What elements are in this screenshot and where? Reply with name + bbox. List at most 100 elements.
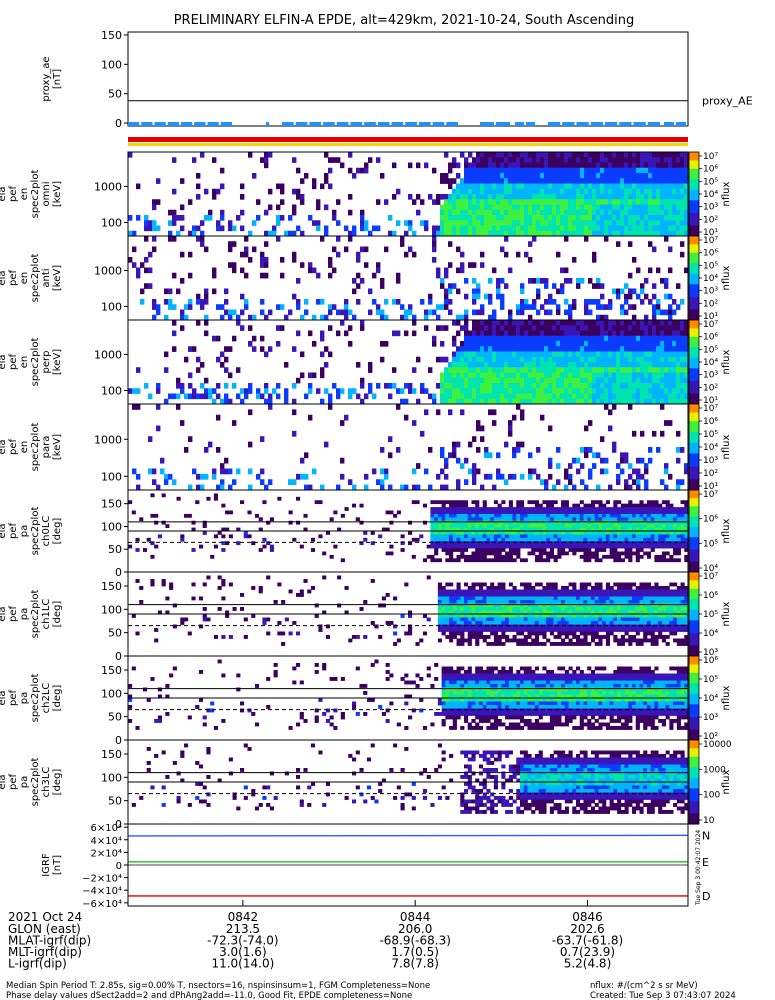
spec3-cell: [608, 325, 613, 331]
spec3-cell: [684, 335, 689, 342]
pa0-cell: [299, 544, 304, 549]
pa0-cell: [639, 548, 644, 552]
spec3-cell: [468, 383, 473, 389]
pa0-cell: [598, 537, 603, 542]
spec1-cell: [528, 162, 533, 169]
spec2-cell: [620, 304, 625, 310]
spec4-cell: [220, 468, 225, 475]
pa1-cell: [456, 628, 461, 632]
spec1-cell: [456, 194, 461, 200]
spec1-cell: [500, 199, 505, 205]
spec1-cell: [640, 225, 645, 232]
pa0-cell: [583, 537, 588, 542]
spec3-cell: [472, 335, 477, 342]
spec1-cell: [448, 167, 453, 174]
pa0-cell: [464, 558, 469, 563]
spec3-cell: [680, 383, 685, 389]
pa1-cell: [460, 600, 465, 604]
pa0-cell: [590, 527, 596, 532]
spec1-cell: [588, 194, 593, 200]
spec3-cell: [596, 325, 601, 331]
pa0-cell: [213, 493, 218, 498]
spec3-cell: [492, 356, 497, 363]
spec3-cell: [440, 393, 445, 400]
spec1-cell: [536, 215, 541, 221]
pa0-cell: [471, 554, 476, 559]
pa0-cell: [437, 513, 442, 518]
spec2-cell: [596, 278, 601, 284]
spec3-cell: [536, 377, 541, 384]
pa0-cell: [624, 517, 629, 522]
spec3-cell: [540, 320, 545, 326]
colorbar-cell: [689, 322, 699, 325]
spec1-cell: [544, 225, 549, 232]
spec1-cell: [620, 173, 625, 179]
pa1-cell: [296, 631, 301, 636]
spec2-cell: [472, 293, 477, 300]
pa1-cell: [161, 579, 166, 583]
spec3-cell: [668, 351, 673, 358]
spec1-cell: [600, 215, 605, 221]
spec3-cell: [656, 335, 661, 342]
colorbar-cell: [689, 225, 699, 229]
spec1-cell: [588, 183, 593, 190]
pa0-cell: [661, 554, 666, 559]
pa0-cell: [639, 510, 644, 515]
pa0-cell: [467, 527, 472, 532]
pa0-cell: [523, 541, 528, 546]
pa0-cell: [561, 503, 566, 508]
spec3-cell: [172, 393, 177, 400]
pa1-cell: [456, 621, 461, 625]
spec3-cell: [608, 388, 613, 394]
pa0-cell: [512, 537, 517, 542]
colorbar-cell: [689, 168, 699, 172]
spec4-cell: [472, 436, 477, 443]
spec1-cell: [564, 178, 569, 184]
spec2-cell: [228, 262, 233, 268]
pa1-cell: [325, 624, 330, 629]
spec1-cell: [488, 230, 493, 237]
pa0-cell: [620, 503, 625, 508]
spec1-cell: [608, 225, 613, 232]
spec3-cell: [452, 356, 457, 363]
spec1-cell: [448, 215, 453, 221]
spec2-cell: [400, 304, 405, 310]
spec1-cell: [488, 157, 493, 163]
spec1-cell: [660, 157, 665, 163]
pa0-cell: [445, 520, 450, 525]
spec2-cell: [588, 278, 593, 284]
spec3-cell: [612, 341, 617, 347]
spec4-cell: [464, 457, 469, 464]
spec1-cell: [628, 209, 633, 216]
pa1-cell: [464, 603, 469, 608]
spec1-cell: [440, 204, 445, 211]
pa0-cell: [523, 544, 528, 549]
pa1-cell: [456, 631, 461, 636]
spec1-cell: [552, 167, 557, 174]
pa1-cell: [445, 593, 450, 597]
spec1-cell: [488, 183, 493, 190]
pa0-cell: [452, 548, 457, 552]
pa1-cell: [475, 593, 480, 597]
pa0-cell: [673, 507, 678, 511]
spec1-cell: [544, 204, 549, 211]
pa0-cell: [620, 537, 625, 542]
spec3-cell: [236, 320, 241, 326]
spec3-cell: [648, 330, 653, 337]
spec1-cell: [332, 157, 337, 163]
pa1-cell: [288, 589, 293, 594]
spec1-cell: [432, 167, 437, 174]
spec3-cell: [568, 372, 573, 379]
pa0-cell: [516, 500, 521, 505]
spec1-cell: [624, 162, 629, 169]
spec3-cell: [580, 383, 585, 389]
spec1-cell: [496, 209, 501, 216]
spec1-cell: [636, 204, 641, 211]
pa0-cell: [213, 544, 218, 549]
spec4-cell: [484, 452, 489, 459]
spec2-cell: [600, 314, 605, 321]
spec4-cell: [424, 468, 429, 475]
colorbar-tick-label: 10⁵: [703, 539, 718, 549]
pa0-cell: [568, 534, 573, 539]
colorbar-cell: [689, 259, 699, 262]
